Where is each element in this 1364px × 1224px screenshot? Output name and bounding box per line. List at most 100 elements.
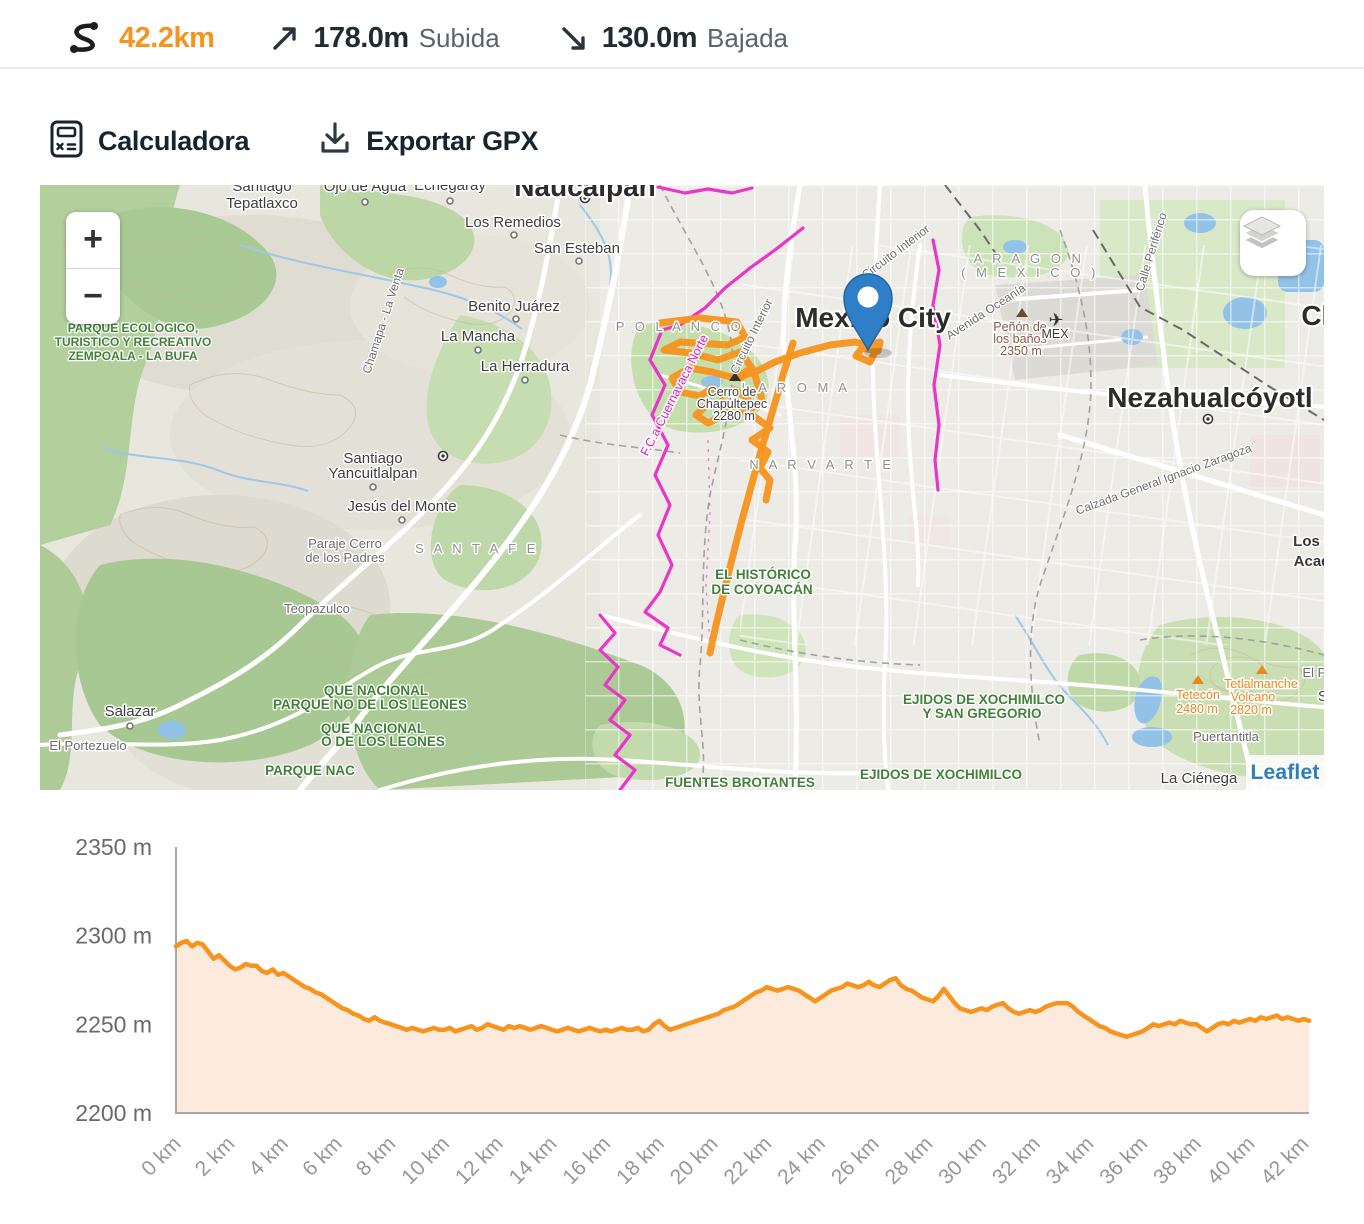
ascent-value: 178.0m <box>313 21 409 54</box>
map-label: EJIDOS DE XOCHIMILCO <box>860 767 1022 782</box>
dot-symbol <box>512 315 520 323</box>
x-axis-tick: 4 km <box>244 1132 292 1180</box>
descent-arrow-icon <box>558 22 590 54</box>
actions-row: Calculadora Exportar GPX <box>48 118 539 165</box>
zoom-out-button[interactable]: − <box>83 276 103 315</box>
map-label: Chapultepec <box>697 397 767 411</box>
map-label: A R A G O N <box>974 251 1085 266</box>
map-label: PARQUE NAC <box>265 763 355 778</box>
map-label: ( M E X I C O ) <box>961 265 1099 280</box>
dot-symbol <box>369 483 377 491</box>
x-axis-tick: 22 km <box>720 1132 777 1189</box>
dot-symbol <box>575 257 583 265</box>
descent-label: Bajada <box>707 22 789 53</box>
map-label: Calle Periférico <box>1133 211 1170 293</box>
map-label: N A R V A R T E <box>749 457 894 472</box>
map-label: Salazar <box>105 703 156 720</box>
map-label: QUE NACIONAL <box>324 683 428 698</box>
plane-symbol: ✈ <box>1048 310 1063 330</box>
map-label: PARQUE NO DE LOS LEONES <box>273 697 467 712</box>
tri-symbol <box>729 372 741 381</box>
x-axis-tick: 36 km <box>1095 1132 1152 1189</box>
zoom-separator <box>66 267 120 269</box>
layers-control[interactable] <box>1240 210 1306 276</box>
map-label: Cerro de <box>708 385 757 399</box>
map-label: Volcano <box>1231 690 1276 704</box>
railway-line <box>643 226 805 657</box>
map-label: Los Remedios <box>465 214 561 231</box>
map-label: La Ciénega <box>1161 770 1238 787</box>
map-label: 2350 m <box>1000 344 1042 358</box>
map-label: La Herradura <box>481 358 570 375</box>
zoom-in-button[interactable]: + <box>83 220 103 259</box>
zoom-control: + − <box>66 212 120 324</box>
map-label: Benito Juárez <box>468 298 560 315</box>
map-label: 2820 m <box>1230 703 1272 717</box>
descent-value: 130.0m <box>601 21 698 54</box>
map-label: O DE LOS LEONES <box>321 734 445 749</box>
x-axis-tick: 0 km <box>137 1132 185 1180</box>
calculator-button[interactable]: Calculadora <box>48 118 250 165</box>
distance-value: 42.2km <box>119 21 215 54</box>
ring-symbol <box>1202 413 1214 425</box>
map-label: Circuito Interior <box>859 222 932 282</box>
y-axis-tick: 2350 m <box>75 834 152 860</box>
map-label: Echegaray <box>414 185 486 194</box>
map-label: TURISTICO Y RECREATIVO <box>55 335 212 349</box>
map-label: El Pa <box>1302 665 1324 680</box>
x-axis-tick: 32 km <box>988 1132 1045 1189</box>
map-label: Peñón de <box>993 320 1047 334</box>
x-axis-tick: 12 km <box>451 1132 508 1189</box>
map-label: La Mancha <box>441 328 516 345</box>
map-label: Santiago <box>232 185 291 195</box>
export-gpx-button[interactable]: Exportar GPX <box>317 119 539 164</box>
stats-bar: 42.2km 178.0m Subida 130.0m Bajada <box>65 12 788 64</box>
stat-distance: 42.2km <box>65 18 215 58</box>
map-label: Paraje Cerro <box>308 536 382 551</box>
x-axis-tick: 6 km <box>298 1132 346 1180</box>
dot-symbol <box>474 346 482 354</box>
map-label: ZEMPOALA - LA BUFA <box>68 349 197 363</box>
map-label: Santiago <box>343 450 402 467</box>
map-label: El Portezuelo <box>49 738 126 753</box>
dot-symbol <box>521 376 529 384</box>
x-axis-tick: 28 km <box>881 1132 938 1189</box>
map-label: Y SAN GREGORIO <box>922 706 1041 721</box>
map-label: MEX <box>1041 327 1069 341</box>
tri-symbol <box>1192 675 1204 684</box>
x-axis-tick: 24 km <box>773 1132 830 1189</box>
map-label: Los R <box>1293 533 1324 550</box>
map-label: Nezahualcóyotl <box>1107 382 1312 413</box>
x-axis-tick: 18 km <box>612 1132 669 1189</box>
map-label: S A N T A F E <box>415 541 539 556</box>
map-label: QUE NACIONAL <box>321 721 425 736</box>
map-label: DE COYOACÁN <box>711 582 812 597</box>
x-axis-tick: 42 km <box>1257 1132 1314 1189</box>
calculator-icon <box>48 118 85 165</box>
y-axis-tick: 2300 m <box>75 923 152 949</box>
route-track[interactable] <box>744 371 774 504</box>
map-label: EL HISTÓRICO <box>715 567 811 582</box>
map-label: Naucalpan <box>514 185 656 202</box>
map-label: Calzada General Ignacio Zaragoza <box>1074 441 1254 518</box>
map-marker-pin[interactable] <box>843 273 893 358</box>
leaflet-map[interactable]: ✈ Santiago Tepatlaxco Ojo de Agua Echegaray N… <box>40 185 1324 790</box>
map-tiles <box>40 185 1324 790</box>
elevation-line <box>173 938 1312 1039</box>
stat-descent: 130.0m Bajada <box>558 22 788 55</box>
map-label: PARQUE ECOLOGICO, <box>68 321 198 335</box>
route-track[interactable] <box>736 338 884 382</box>
map-label: 2280 m <box>713 409 755 423</box>
ring-symbol <box>579 192 591 204</box>
x-axis-tick: 16 km <box>558 1132 615 1189</box>
export-gpx-label: Exportar GPX <box>366 126 539 156</box>
x-axis-tick: 20 km <box>666 1132 723 1189</box>
leaflet-attribution-link[interactable]: Leaflet <box>1250 760 1320 784</box>
x-axis-tick: 8 km <box>352 1132 400 1180</box>
map-label: Puertantitla <box>1193 729 1260 744</box>
route-track[interactable] <box>656 314 756 427</box>
route-track[interactable] <box>706 339 797 657</box>
elevation-chart[interactable]: 2200 m 2250 m 2300 m 2350 m 0 km 2 km 4 km 6 km… <box>0 820 1364 1224</box>
